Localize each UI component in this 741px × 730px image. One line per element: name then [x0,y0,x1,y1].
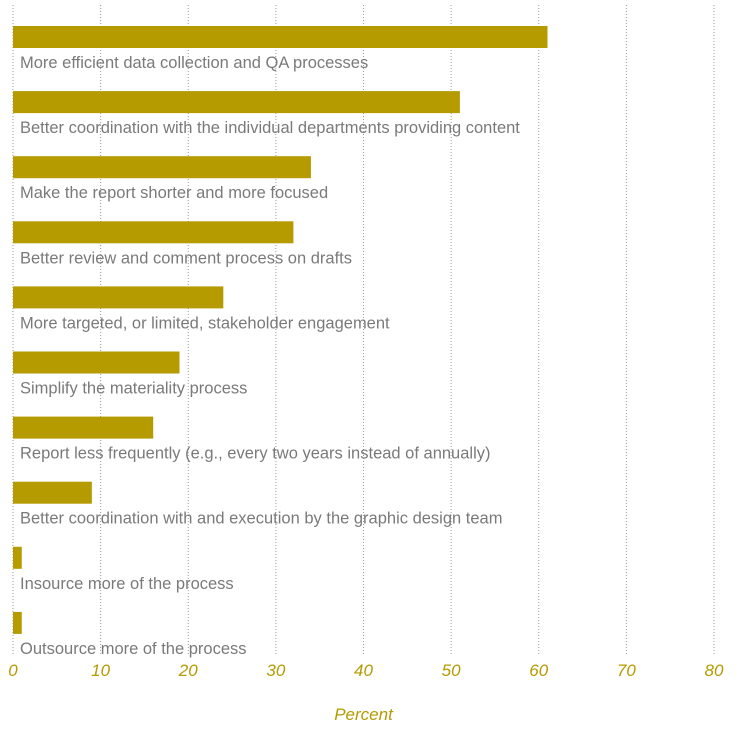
category-label: Outsource more of the process [20,640,247,658]
x-tick-label: 10 [91,661,110,680]
x-axis-title: Percent [334,705,394,724]
x-tick-label: 80 [705,661,724,680]
category-label: Better review and comment process on dra… [20,249,352,267]
category-label: Make the report shorter and more focused [20,184,328,202]
grid-layer [12,5,715,655]
x-tick-layer: 0 10 20 30 40 50 60 70 80 [8,661,724,680]
x-tick-label: 50 [442,661,461,680]
x-tick-label: 60 [529,661,548,680]
category-label: Insource more of the process [20,575,234,593]
bar [13,221,294,244]
category-label: Better coordination with the individual … [20,119,520,137]
x-tick-label: 20 [178,661,198,680]
bar [13,546,22,569]
x-tick-label: 0 [8,661,18,680]
x-tick-label: 70 [617,661,636,680]
bar [13,351,180,374]
bar [13,611,22,634]
bar [13,481,92,504]
bar-layer [13,26,548,634]
category-label: Better coordination with and execution b… [20,510,502,528]
category-label: More targeted, or limited, stakeholder e… [20,314,390,332]
bar [13,26,548,48]
bar [13,91,460,114]
bar [13,416,154,439]
x-tick-label: 40 [354,661,373,680]
bar [13,286,224,309]
category-label: Simplify the materiality process [20,380,247,398]
category-label: More efficient data collection and QA pr… [20,54,368,72]
category-label: Report less frequently (e.g., every two … [20,445,490,463]
category-label-layer: More efficient data collection and QA pr… [20,54,520,658]
x-tick-label: 30 [266,661,285,680]
bar [13,156,311,179]
